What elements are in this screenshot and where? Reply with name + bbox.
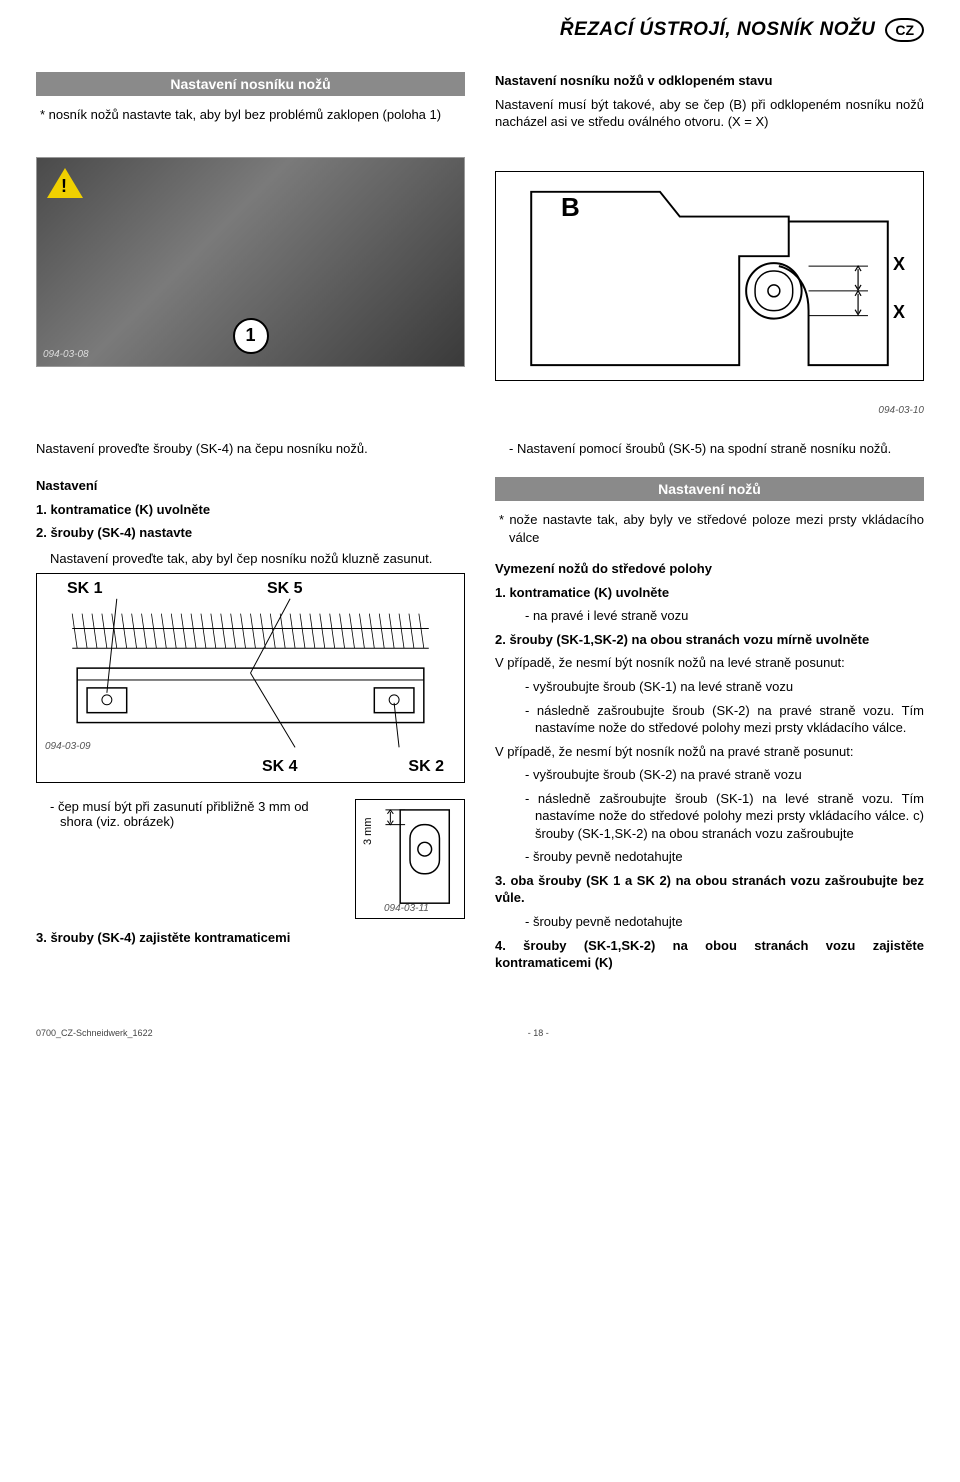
mm-caption: 094-03-11 xyxy=(384,903,429,914)
rb-p3b: - následně zašroubujte šroub (SK-1) na l… xyxy=(495,790,924,843)
top-left-text: * nosník nožů nastavte tak, aby byl bez … xyxy=(36,106,465,124)
top-right-col: Nastavení nosníku nožů v odklopeném stav… xyxy=(495,72,924,137)
rb-p2a: - vyšroubujte šroub (SK-1) na levé stran… xyxy=(495,678,924,696)
sk5-label: SK 5 xyxy=(267,580,303,598)
mid-left-text: Nastavení proveďte šrouby (SK-4) na čepu… xyxy=(36,440,465,458)
rb-s1a: - na pravé i levé straně vozu xyxy=(495,607,924,625)
figure-2: B X X 094-03-10 xyxy=(495,157,924,416)
figure-row: 1 094-03-08 B X X 094-03-10 xyxy=(36,157,924,416)
footer-left: 0700_CZ-Schneidwerk_1622 xyxy=(36,1028,153,1038)
page-header: ŘEZACÍ ÚSTROJÍ, NOSNÍK NOŽU CZ xyxy=(36,18,924,42)
footer-page-num: - 18 - xyxy=(528,1028,549,1038)
rb-s4: 4. šrouby (SK-1,SK-2) na obou stranách v… xyxy=(495,937,924,972)
lang-badge: CZ xyxy=(885,18,924,42)
sk2-label: SK 2 xyxy=(408,758,444,776)
rb-s3: 3. oba šrouby (SK 1 a SK 2) na obou stra… xyxy=(495,872,924,907)
rb-p2b: - následně zašroubujte šroub (SK-2) na p… xyxy=(495,702,924,737)
sk-diagram: SK 1 SK 5 SK 4 SK 2 094-03-09 xyxy=(36,573,465,783)
rb-p3c: - šrouby pevně nedotahujte xyxy=(495,848,924,866)
rb-p2: V případě, že nesmí být nosník nožů na l… xyxy=(495,654,924,672)
step-2: 2. šrouby (SK-4) nastavte xyxy=(36,524,465,542)
rb-p3: V případě, že nesmí být nosník nožů na p… xyxy=(495,743,924,761)
diagram-label-x2: X xyxy=(893,302,905,323)
rb-s1: 1. kontramatice (K) uvolněte xyxy=(495,584,924,602)
top-left-col: Nastavení nosníku nožů * nosník nožů nas… xyxy=(36,72,465,137)
fig1-caption: 094-03-08 xyxy=(43,349,89,360)
figure-1: 1 094-03-08 xyxy=(36,157,465,416)
sk4-label: SK 4 xyxy=(262,758,298,776)
rb-s2: 2. šrouby (SK-1,SK-2) na obou stranách v… xyxy=(495,631,924,649)
section-bar-left: Nastavení nosníku nožů xyxy=(36,72,465,96)
fig2-caption: 094-03-10 xyxy=(878,405,924,416)
diagram-094-03-10: B X X xyxy=(495,171,924,381)
top-right-heading: Nastavení nosníku nožů v odklopeném stav… xyxy=(495,72,924,90)
mid-right: - Nastavení pomocí šroubů (SK-5) na spod… xyxy=(495,440,924,464)
page-footer: 0700_CZ-Schneidwerk_1622 - 18 - xyxy=(36,1028,924,1038)
mid-right-text: - Nastavení pomocí šroubů (SK-5) na spod… xyxy=(495,440,924,458)
rb-p1: * nože nastavte tak, aby byly ve středov… xyxy=(495,511,924,546)
top-right-text: Nastavení musí být takové, aby se čep (B… xyxy=(495,96,924,131)
top-section: Nastavení nosníku nožů * nosník nožů nas… xyxy=(36,72,924,137)
sk1-label: SK 1 xyxy=(67,580,103,598)
mm-text: - čep musí být při zasunutí přibližně 3 … xyxy=(36,799,325,829)
rb-h2: Vymezení nožů do středové polohy xyxy=(495,560,924,578)
sk-caption: 094-03-09 xyxy=(45,741,91,752)
diagram-label-x1: X xyxy=(893,254,905,275)
mid-section: Nastavení proveďte šrouby (SK-4) na čepu… xyxy=(36,440,924,464)
bottom-section: Nastavení 1. kontramatice (K) uvolněte 2… xyxy=(36,477,924,977)
bottom-left-col: Nastavení 1. kontramatice (K) uvolněte 2… xyxy=(36,477,465,977)
diagram-label-b: B xyxy=(561,192,580,223)
photo-094-03-08: 1 094-03-08 xyxy=(36,157,465,367)
mm-row: - čep musí být při zasunutí přibližně 3 … xyxy=(36,799,465,919)
rb-s3a: - šrouby pevně nedotahujte xyxy=(495,913,924,931)
mm-label: 3 mm xyxy=(362,818,374,846)
sk-svg xyxy=(37,574,464,782)
bottom-right-col: Nastavení nožů * nože nastavte tak, aby … xyxy=(495,477,924,977)
rb-p3a: - vyšroubujte šroub (SK-2) na pravé stra… xyxy=(495,766,924,784)
mid-left: Nastavení proveďte šrouby (SK-4) na čepu… xyxy=(36,440,465,464)
nastaveni-heading: Nastavení xyxy=(36,477,465,495)
page-title: ŘEZACÍ ÚSTROJÍ, NOSNÍK NOŽU xyxy=(560,19,875,41)
left-p1: Nastavení proveďte tak, aby byl čep nosn… xyxy=(36,550,465,568)
mm-diagram: 3 mm 094-03-11 xyxy=(355,799,465,919)
warning-icon xyxy=(47,168,83,198)
step-1: 1. kontramatice (K) uvolněte xyxy=(36,501,465,519)
section-bar-right: Nastavení nožů xyxy=(495,477,924,501)
photo-label-1: 1 xyxy=(233,318,269,354)
step-3: 3. šrouby (SK-4) zajistěte kontramaticem… xyxy=(36,929,465,947)
